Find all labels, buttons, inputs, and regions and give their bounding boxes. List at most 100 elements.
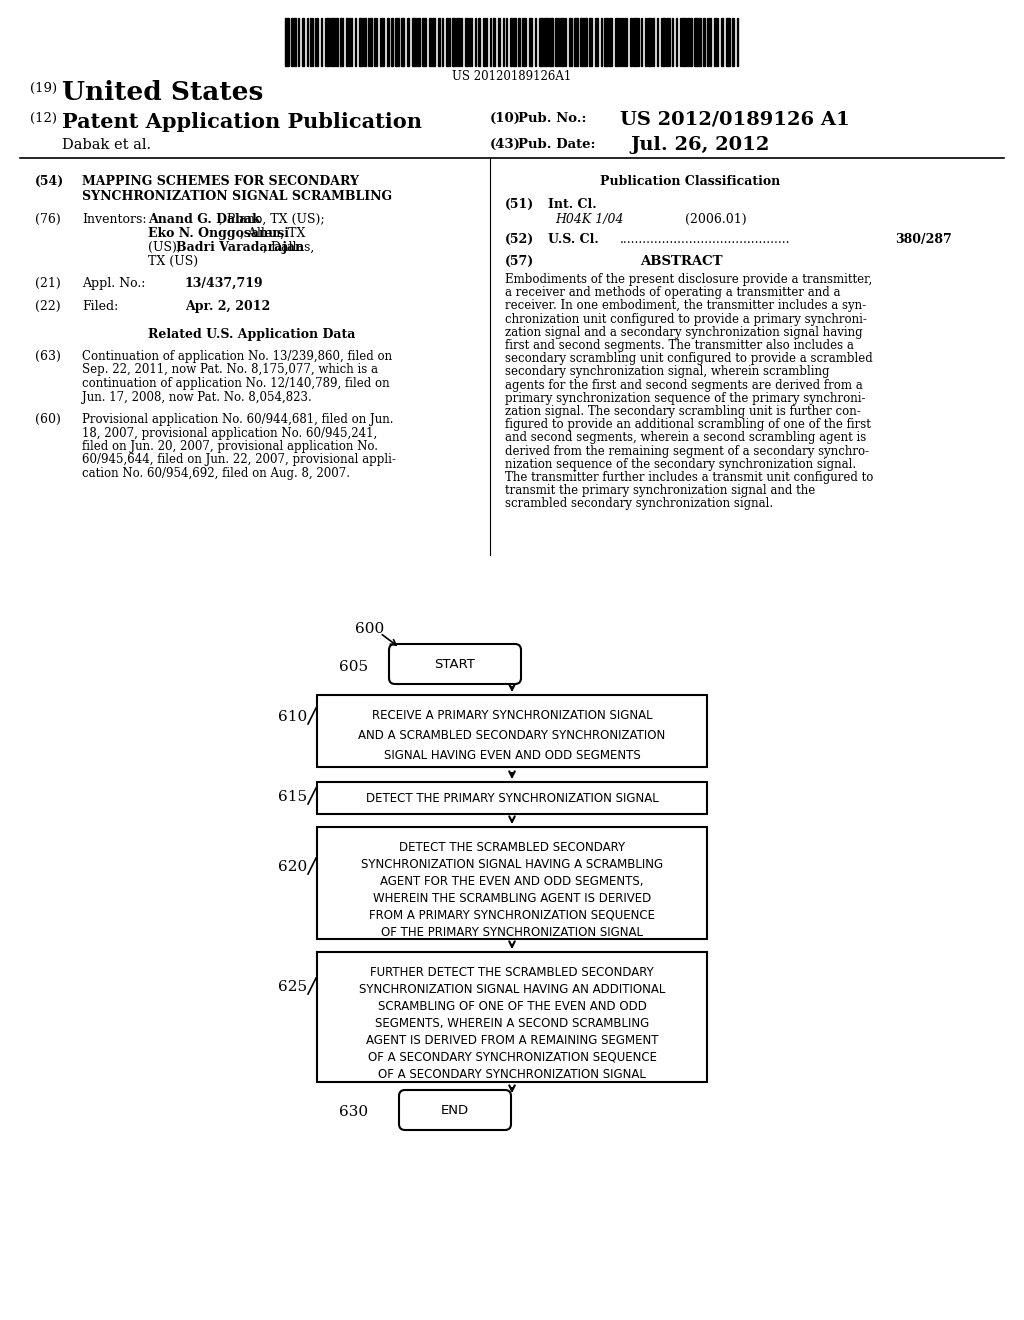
- FancyBboxPatch shape: [399, 1090, 511, 1130]
- Text: Related U.S. Application Data: Related U.S. Application Data: [148, 327, 355, 341]
- Bar: [458, 18, 460, 66]
- Text: first and second segments. The transmitter also includes a: first and second segments. The transmitt…: [505, 339, 854, 352]
- Text: SYNCHRONIZATION SIGNAL SCRAMBLING: SYNCHRONIZATION SIGNAL SCRAMBLING: [82, 190, 392, 203]
- Text: SCRAMBLING OF ONE OF THE EVEN AND ODD: SCRAMBLING OF ONE OF THE EVEN AND ODD: [378, 1001, 646, 1012]
- Text: MAPPING SCHEMES FOR SECONDARY: MAPPING SCHEMES FOR SECONDARY: [82, 176, 359, 187]
- Text: SYNCHRONIZATION SIGNAL HAVING AN ADDITIONAL: SYNCHRONIZATION SIGNAL HAVING AN ADDITIO…: [358, 983, 666, 997]
- Bar: [703, 18, 705, 66]
- Bar: [478, 18, 480, 66]
- Text: derived from the remaining segment of a secondary synchro-: derived from the remaining segment of a …: [505, 445, 869, 458]
- Text: agents for the first and second segments are derived from a: agents for the first and second segments…: [505, 379, 863, 392]
- Text: (52): (52): [505, 234, 535, 246]
- Text: Filed:: Filed:: [82, 300, 118, 313]
- Bar: [452, 18, 455, 66]
- Text: (US);: (US);: [148, 242, 185, 253]
- Bar: [721, 18, 723, 66]
- Bar: [465, 18, 468, 66]
- Bar: [370, 18, 372, 66]
- Bar: [625, 18, 627, 66]
- Text: 625: 625: [278, 979, 307, 994]
- Bar: [294, 18, 296, 66]
- Bar: [630, 18, 632, 66]
- Bar: [332, 18, 335, 66]
- Text: US 2012/0189126 A1: US 2012/0189126 A1: [620, 110, 850, 128]
- Bar: [291, 18, 293, 66]
- Text: (63): (63): [35, 350, 60, 363]
- Text: The transmitter further includes a transmit unit configured to: The transmitter further includes a trans…: [505, 471, 873, 484]
- Bar: [714, 18, 716, 66]
- FancyBboxPatch shape: [317, 828, 707, 939]
- Text: Eko N. Onggosanusi: Eko N. Onggosanusi: [148, 227, 289, 240]
- Text: , Dallas,: , Dallas,: [263, 242, 314, 253]
- Text: Jun. 17, 2008, now Pat. No. 8,054,823.: Jun. 17, 2008, now Pat. No. 8,054,823.: [82, 391, 311, 404]
- Bar: [604, 18, 608, 66]
- Text: Badri Varadarajan: Badri Varadarajan: [176, 242, 304, 253]
- Bar: [513, 18, 516, 66]
- Text: AGENT FOR THE EVEN AND ODD SEGMENTS,: AGENT FOR THE EVEN AND ODD SEGMENTS,: [380, 875, 644, 888]
- Text: scrambled secondary synchronization signal.: scrambled secondary synchronization sign…: [505, 498, 773, 511]
- Bar: [524, 18, 526, 66]
- Bar: [726, 18, 730, 66]
- Text: zation signal and a secondary synchronization signal having: zation signal and a secondary synchroniz…: [505, 326, 862, 339]
- Text: (12): (12): [30, 112, 57, 125]
- Bar: [544, 18, 548, 66]
- Bar: [699, 18, 701, 66]
- Text: (10): (10): [490, 112, 521, 125]
- Bar: [401, 18, 404, 66]
- Text: Provisional application No. 60/944,681, filed on Jun.: Provisional application No. 60/944,681, …: [82, 413, 393, 426]
- Bar: [687, 18, 689, 66]
- Text: END: END: [441, 1104, 469, 1117]
- Bar: [645, 18, 647, 66]
- Bar: [589, 18, 592, 66]
- Bar: [652, 18, 654, 66]
- Bar: [595, 18, 598, 66]
- Bar: [380, 18, 382, 66]
- Text: U.S. Cl.: U.S. Cl.: [548, 234, 599, 246]
- Text: (76): (76): [35, 213, 60, 226]
- Text: 615: 615: [278, 789, 307, 804]
- Bar: [446, 18, 449, 66]
- Bar: [690, 18, 692, 66]
- Bar: [340, 18, 343, 66]
- Text: Publication Classification: Publication Classification: [600, 176, 780, 187]
- Text: Pub. Date:: Pub. Date:: [518, 139, 596, 150]
- Text: 18, 2007, provisional application No. 60/945,241,: 18, 2007, provisional application No. 60…: [82, 426, 377, 440]
- Text: ............................................: ........................................…: [620, 234, 791, 246]
- Text: (57): (57): [505, 255, 535, 268]
- Bar: [633, 18, 637, 66]
- Text: 620: 620: [278, 861, 307, 874]
- Text: SIGNAL HAVING EVEN AND ODD SEGMENTS: SIGNAL HAVING EVEN AND ODD SEGMENTS: [384, 748, 640, 762]
- Bar: [483, 18, 485, 66]
- Text: transmit the primary synchronization signal and the: transmit the primary synchronization sig…: [505, 484, 815, 498]
- Text: Continuation of application No. 13/239,860, filed on: Continuation of application No. 13/239,8…: [82, 350, 392, 363]
- Text: Embodiments of the present disclosure provide a transmitter,: Embodiments of the present disclosure pr…: [505, 273, 872, 286]
- Text: DETECT THE SCRAMBLED SECONDARY: DETECT THE SCRAMBLED SECONDARY: [399, 841, 625, 854]
- Text: FURTHER DETECT THE SCRAMBLED SECONDARY: FURTHER DETECT THE SCRAMBLED SECONDARY: [370, 966, 654, 979]
- Bar: [529, 18, 532, 66]
- Text: Int. Cl.: Int. Cl.: [548, 198, 597, 211]
- Text: OF A SECONDARY SYNCHRONIZATION SEQUENCE: OF A SECONDARY SYNCHRONIZATION SEQUENCE: [368, 1051, 656, 1064]
- Text: secondary synchronization signal, wherein scrambling: secondary synchronization signal, wherei…: [505, 366, 829, 379]
- Text: WHEREIN THE SCRAMBLING AGENT IS DERIVED: WHEREIN THE SCRAMBLING AGENT IS DERIVED: [373, 892, 651, 906]
- Text: 600: 600: [355, 622, 384, 636]
- Bar: [285, 18, 289, 66]
- Bar: [648, 18, 651, 66]
- Text: 605: 605: [339, 660, 368, 675]
- Text: filed on Jun. 20, 2007, provisional application No.: filed on Jun. 20, 2007, provisional appl…: [82, 440, 378, 453]
- Text: 610: 610: [278, 710, 307, 723]
- Text: DETECT THE PRIMARY SYNCHRONIZATION SIGNAL: DETECT THE PRIMARY SYNCHRONIZATION SIGNA…: [366, 792, 658, 804]
- Bar: [432, 18, 435, 66]
- Bar: [732, 18, 734, 66]
- Bar: [682, 18, 686, 66]
- Bar: [336, 18, 338, 66]
- Text: (60): (60): [35, 413, 60, 426]
- Text: Patent Application Publication: Patent Application Publication: [62, 112, 422, 132]
- Bar: [562, 18, 564, 66]
- FancyBboxPatch shape: [317, 696, 707, 767]
- Text: and second segments, wherein a second scrambling agent is: and second segments, wherein a second sc…: [505, 432, 866, 445]
- Text: 630: 630: [339, 1105, 368, 1119]
- Text: OF A SECONDARY SYNCHRONIZATION SIGNAL: OF A SECONDARY SYNCHRONIZATION SIGNAL: [378, 1068, 646, 1081]
- Text: (21): (21): [35, 277, 60, 290]
- Text: receiver. In one embodiment, the transmitter includes a syn-: receiver. In one embodiment, the transmi…: [505, 300, 866, 313]
- Bar: [429, 18, 431, 66]
